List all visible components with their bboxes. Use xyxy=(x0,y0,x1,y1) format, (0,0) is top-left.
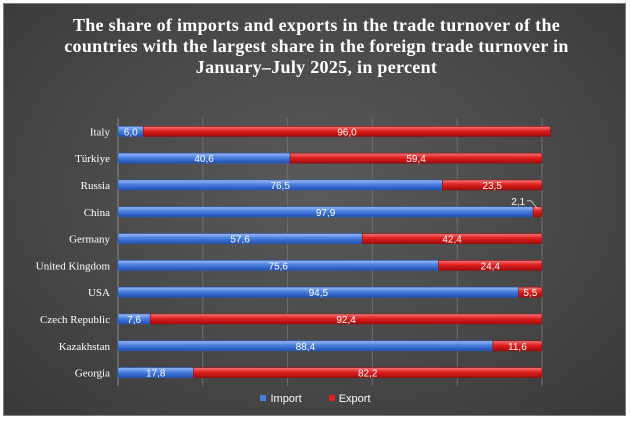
category-label: Kazakhstan xyxy=(59,341,111,353)
bar-export[interactable] xyxy=(532,206,543,218)
data-label-import: 57,6 xyxy=(230,235,250,246)
legend-label-export: Export xyxy=(338,393,371,405)
leader-line xyxy=(527,200,538,210)
legend-swatch-export xyxy=(328,395,335,402)
category-label: Türkiye xyxy=(75,153,110,165)
data-label-export: 5,5 xyxy=(523,288,537,299)
data-label-import: 94,5 xyxy=(309,288,329,299)
data-label-import: 17,8 xyxy=(146,369,166,380)
category-label: China xyxy=(84,207,110,219)
legend: Import Export xyxy=(4,393,627,405)
data-label-export: 2,1 xyxy=(511,197,525,208)
bar-export[interactable] xyxy=(438,260,543,271)
data-label-export: 59,4 xyxy=(406,154,426,165)
legend-item-export[interactable]: Export xyxy=(328,393,371,405)
category-label: Czech Republic xyxy=(40,314,110,326)
bar-export[interactable] xyxy=(193,367,543,378)
data-label-import: 75,6 xyxy=(269,261,289,272)
category-label: United Kingdom xyxy=(36,260,111,272)
category-label: Italy xyxy=(90,126,111,138)
chart-frame: The share of imports and exports in the … xyxy=(3,3,626,416)
data-label-export: 82,2 xyxy=(358,369,378,380)
category-label: USA xyxy=(88,287,110,299)
legend-item-import[interactable]: Import xyxy=(260,393,302,405)
data-label-import: 7,6 xyxy=(127,315,141,326)
data-label-export: 92,4 xyxy=(336,315,356,326)
plot-area: 6,0 96,0 40,6 59,4 76,5 23,5 97,9 2,1 57,6 42,4 75… xyxy=(36,118,551,386)
data-label-export: 96,0 xyxy=(337,127,357,138)
bar-export[interactable] xyxy=(289,152,543,164)
bar-export[interactable] xyxy=(492,340,543,352)
bar-export[interactable] xyxy=(149,313,543,325)
category-labels: Italy Türkiye Russia China Germany United Kin… xyxy=(36,126,111,379)
data-label-export: 23,5 xyxy=(482,181,502,192)
legend-swatch-import xyxy=(260,395,267,402)
bars xyxy=(117,126,551,378)
bar-export[interactable] xyxy=(442,179,543,191)
data-label-export: 24,4 xyxy=(481,261,501,272)
data-label-import: 40,6 xyxy=(194,154,214,165)
data-label-import: 97,9 xyxy=(316,208,336,219)
data-label-import: 88,4 xyxy=(296,342,316,353)
category-label: Germany xyxy=(69,234,110,246)
bar-export[interactable] xyxy=(143,126,551,137)
legend-label-import: Import xyxy=(270,393,302,405)
data-label-import: 6,0 xyxy=(124,127,138,138)
data-label-export: 42,4 xyxy=(442,235,462,246)
category-label: Georgia xyxy=(75,368,110,380)
category-label: Russia xyxy=(81,180,110,192)
data-label-export: 11,6 xyxy=(508,342,527,353)
chart-title: The share of imports and exports in the … xyxy=(64,15,569,77)
data-label-import: 76,5 xyxy=(270,181,290,192)
bar-export[interactable] xyxy=(361,233,543,244)
bar-export[interactable] xyxy=(518,286,543,298)
data-labels: 6,0 96,0 40,6 59,4 76,5 23,5 97,9 2,1 57,6 42,4 75… xyxy=(124,127,538,380)
